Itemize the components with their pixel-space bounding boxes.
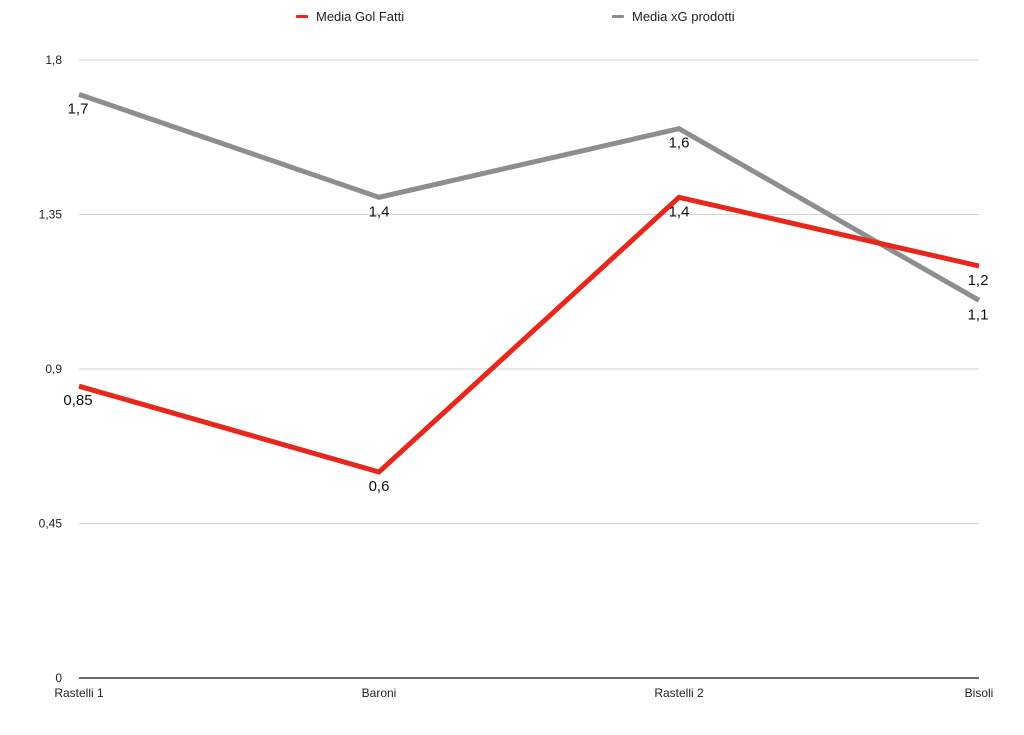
x-tick-label: Rastelli 2 — [654, 686, 704, 700]
y-tick-label: 1,35 — [39, 208, 63, 222]
series-line-1 — [78, 91, 981, 303]
y-axis-tick-labels: 0 0,45 0,9 1,35 1,8 — [39, 53, 63, 685]
data-label: 1,7 — [68, 100, 89, 117]
legend-item-gol-fatti: Media Gol Fatti — [296, 9, 404, 24]
y-tick-label: 0,9 — [45, 362, 62, 376]
data-label: 1,4 — [669, 203, 690, 220]
y-tick-label: 0,45 — [39, 517, 63, 531]
grid-lines — [79, 59, 979, 679]
series-line-0 — [78, 194, 980, 475]
legend-swatch-xg-prodotti — [612, 15, 624, 18]
legend-label-xg-prodotti: Media xG prodotti — [632, 9, 735, 24]
series-lines — [78, 91, 981, 475]
data-label: 1,1 — [968, 306, 989, 323]
x-tick-label: Rastelli 1 — [54, 686, 104, 700]
legend-label-gol-fatti: Media Gol Fatti — [316, 9, 405, 24]
y-tick-label: 0 — [55, 671, 62, 685]
x-axis-tick-labels: Rastelli 1 Baroni Rastelli 2 Bisoli — [54, 686, 993, 700]
data-label: 1,2 — [968, 272, 989, 289]
data-label: 1,4 — [369, 203, 390, 220]
x-tick-label: Baroni — [362, 686, 397, 700]
legend-item-xg-prodotti: Media xG prodotti — [612, 9, 735, 24]
y-tick-label: 1,8 — [45, 53, 62, 67]
x-tick-label: Bisoli — [965, 686, 994, 700]
chart-legend: Media Gol Fatti Media xG prodotti — [0, 9, 1024, 27]
data-label: 0,85 — [63, 392, 92, 409]
data-label: 1,6 — [669, 135, 690, 152]
legend-swatch-gol-fatti — [296, 15, 308, 18]
data-labels: 0,85 0,6 1,4 1,2 1,7 1,4 1,6 1,1 — [63, 100, 988, 495]
data-label: 0,6 — [369, 478, 390, 495]
